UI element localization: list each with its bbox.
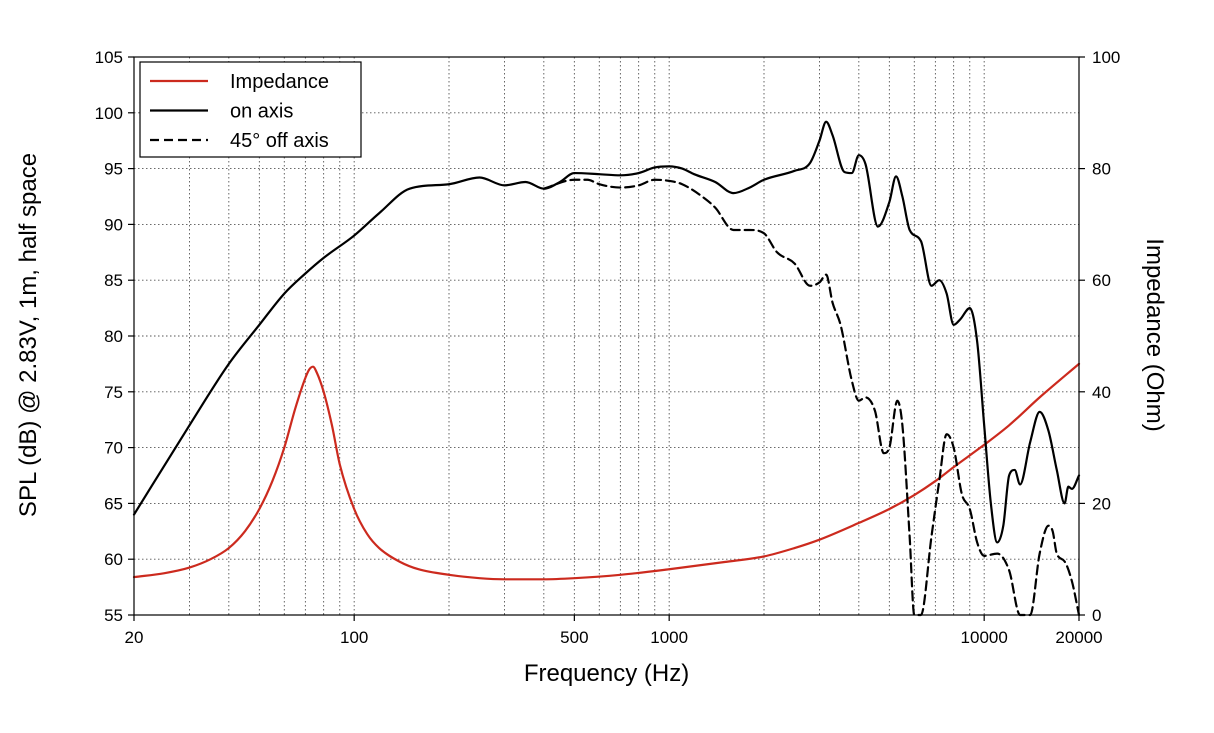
y-left-tick-label: 90 [104,215,123,234]
y-right-tick-label: 20 [1092,494,1111,513]
y-left-tick-label: 85 [104,271,123,290]
y-left-tick-label: 65 [104,494,123,513]
y-left-tick-label: 100 [95,104,123,123]
off-axis-45-line [542,178,1081,617]
y-left-axis-title: SPL (dB) @ 2.83V, 1m, half space [15,153,42,517]
x-tick-label: 20000 [1055,628,1102,647]
y-left-tick-label: 70 [104,439,123,458]
x-tick-label: 10000 [961,628,1008,647]
series-layer [132,120,1081,617]
y-left-tick-label: 55 [104,606,123,625]
y-right-tick-label: 60 [1092,271,1111,290]
x-tick-label: 20 [125,628,144,647]
y-right-tick-label: 100 [1092,48,1120,67]
y-left-tick-label: 80 [104,327,123,346]
on-axis-line [132,120,1081,544]
x-tick-label: 100 [340,628,368,647]
impedance-line [132,362,1081,581]
legend-label: 45° off axis [230,130,329,152]
x-tick-label: 1000 [650,628,688,647]
x-tick-label: 500 [560,628,588,647]
y-left-tick-label: 105 [95,48,123,67]
y-left-tick-label: 95 [104,160,123,179]
legend-label: on axis [230,101,293,123]
legend: Impedance on axis 45° off axis [139,61,362,158]
y-right-tick-label: 40 [1092,383,1111,402]
tick-layer: 55 60 65 70 75 80 85 90 95 100 105 0 20 40 60 80 100 20 10… [95,48,1121,647]
y-left-tick-label: 75 [104,383,123,402]
y-right-tick-label: 0 [1092,606,1101,625]
y-right-axis-title: Impedance (Ohm) [1141,238,1168,431]
legend-label: Impedance [230,71,329,93]
y-right-tick-label: 80 [1092,160,1111,179]
x-axis-title: Frequency (Hz) [524,660,689,687]
y-left-tick-label: 60 [104,550,123,569]
